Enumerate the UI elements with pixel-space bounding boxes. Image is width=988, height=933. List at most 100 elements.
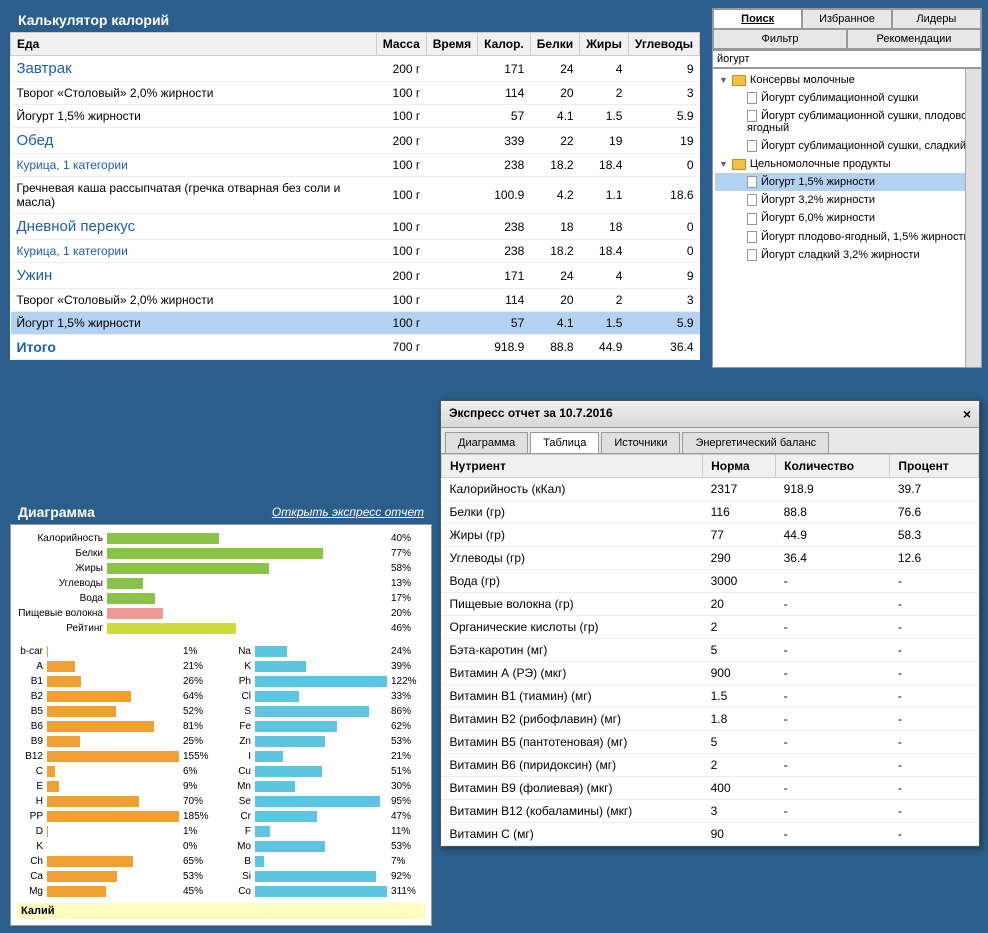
column-header[interactable]: Белки	[530, 33, 579, 56]
file-icon	[747, 140, 757, 152]
report-tab[interactable]: Таблица	[530, 432, 599, 453]
table-row[interactable]: Творог «Столовый» 2,0% жирности100 г1142…	[11, 289, 700, 312]
food-name: Ужин	[11, 263, 377, 289]
table-row[interactable]: Дневной перекус100 г23818180	[11, 214, 700, 240]
bar-label: Cl	[225, 691, 255, 702]
bar-percent: 47%	[387, 811, 425, 822]
bar-fill	[255, 736, 325, 747]
bar-percent: 1%	[179, 826, 217, 837]
report-tab[interactable]: Энергетический баланс	[682, 432, 829, 453]
bar-label: Рейтинг	[17, 623, 107, 634]
bar-row: F11%	[225, 824, 425, 839]
tree-item[interactable]: Йогурт 6,0% жирности	[715, 209, 979, 227]
bar-percent: 6%	[179, 766, 217, 777]
tree-item[interactable]: Йогурт сублимационной сушки, плодово-яго…	[715, 107, 979, 137]
bar-fill	[47, 826, 48, 837]
report-row: Витамин В2 (рибофлавин) (мг)1.8--	[442, 708, 979, 731]
close-icon[interactable]: ×	[963, 406, 971, 422]
bar-label: Se	[225, 796, 255, 807]
file-icon	[747, 249, 757, 261]
food-link[interactable]: Курица, 1 категории	[17, 244, 128, 258]
report-column[interactable]: Количество	[776, 455, 890, 478]
file-icon	[747, 92, 757, 104]
report-table: НутриентНормаКоличествоПроцент Калорийно…	[441, 454, 979, 846]
table-row[interactable]: Йогурт 1,5% жирности100 г574.11.55.9	[11, 312, 700, 335]
tree-item[interactable]: Йогурт сладкий 3,2% жирности	[715, 246, 979, 264]
bar-row: I21%	[225, 749, 425, 764]
table-row[interactable]: Ужин200 г1712449	[11, 263, 700, 289]
file-icon	[747, 231, 757, 243]
report-tabs: ДиаграммаТаблицаИсточникиЭнергетический …	[441, 428, 979, 454]
table-row[interactable]: Курица, 1 категории100 г23818.218.40	[11, 154, 700, 177]
table-row[interactable]: Итого700 г918.988.844.936.4	[11, 335, 700, 360]
report-row: Пищевые волокна (гр)20--	[442, 593, 979, 616]
search-input[interactable]	[712, 50, 982, 68]
tree-item[interactable]: Йогурт сублимационной сушки	[715, 89, 979, 107]
table-row[interactable]: Йогурт 1,5% жирности100 г574.11.55.9	[11, 105, 700, 128]
bar-percent: 25%	[179, 736, 217, 747]
bar-fill	[255, 826, 270, 837]
report-column[interactable]: Процент	[890, 455, 979, 478]
scrollbar[interactable]	[965, 69, 981, 367]
bar-label: Ph	[225, 676, 255, 687]
bar-row: H70%	[17, 794, 217, 809]
table-row[interactable]: Гречневая каша рассыпчатая (гречка отвар…	[11, 177, 700, 214]
expand-icon[interactable]: ▼	[719, 75, 728, 85]
bar-label: Mo	[225, 841, 255, 852]
table-row[interactable]: Завтрак200 г1712449	[11, 56, 700, 82]
tab-Фильтр[interactable]: Фильтр	[713, 29, 847, 49]
column-header[interactable]: Жиры	[580, 33, 629, 56]
bar-row: D1%	[17, 824, 217, 839]
bar-fill	[255, 781, 295, 792]
tab-Избранное[interactable]: Избранное	[802, 9, 891, 29]
bar-label: H	[17, 796, 47, 807]
bar-fill	[255, 811, 317, 822]
column-header[interactable]: Время	[426, 33, 477, 56]
bar-label: Na	[225, 646, 255, 657]
bar-percent: 9%	[179, 781, 217, 792]
tab-Рекомендации[interactable]: Рекомендации	[847, 29, 981, 49]
food-link[interactable]: Курица, 1 категории	[17, 158, 128, 172]
bar-percent: 53%	[387, 841, 425, 852]
bar-percent: 53%	[179, 871, 217, 882]
bar-percent: 45%	[179, 886, 217, 897]
tab-Поиск[interactable]: Поиск	[713, 9, 802, 29]
tree-item[interactable]: ▼Цельномолочные продукты	[715, 155, 979, 173]
column-header[interactable]: Еда	[11, 33, 377, 56]
table-row[interactable]: Обед200 г339221919	[11, 128, 700, 154]
tree-item[interactable]: Йогурт 3,2% жирности	[715, 191, 979, 209]
food-search-panel: ПоискИзбранноеЛидеры ФильтрРекомендации ▼…	[712, 8, 982, 368]
bar-fill	[47, 856, 133, 867]
bar-fill	[255, 766, 322, 777]
report-column[interactable]: Нутриент	[442, 455, 703, 478]
calorie-calculator-panel: Калькулятор калорий ЕдаМассаВремяКалор.Б…	[10, 8, 700, 360]
open-report-link[interactable]: Открыть экспресс отчет	[272, 505, 424, 519]
tree-item[interactable]: ▼Консервы молочные	[715, 71, 979, 89]
report-tab[interactable]: Диаграмма	[445, 432, 528, 453]
bar-fill	[47, 691, 131, 702]
column-header[interactable]: Калор.	[478, 33, 531, 56]
report-column[interactable]: Норма	[703, 455, 776, 478]
tab-Лидеры[interactable]: Лидеры	[892, 9, 981, 29]
column-header[interactable]: Углеводы	[628, 33, 699, 56]
bar-row: Калорийность40%	[17, 531, 425, 546]
column-header[interactable]: Масса	[376, 33, 426, 56]
bar-label: S	[225, 706, 255, 717]
bar-percent: 81%	[179, 721, 217, 732]
bar-label: B12	[17, 751, 47, 762]
report-tab[interactable]: Источники	[601, 432, 680, 453]
tree-item[interactable]: Йогурт сублимационной сушки, сладкий	[715, 137, 979, 155]
bar-row: C6%	[17, 764, 217, 779]
table-row[interactable]: Курица, 1 категории100 г23818.218.40	[11, 240, 700, 263]
bar-row: Si92%	[225, 869, 425, 884]
bar-row: Mn30%	[225, 779, 425, 794]
expand-icon[interactable]: ▼	[719, 159, 728, 169]
tree-item[interactable]: Йогурт 1,5% жирности	[715, 173, 979, 191]
food-name: Йогурт 1,5% жирности	[11, 105, 377, 128]
table-row[interactable]: Творог «Столовый» 2,0% жирности100 г1142…	[11, 82, 700, 105]
bar-row: Mg45%	[17, 884, 217, 899]
tree-item[interactable]: Йогурт плодово-ягодный, 1,5% жирности	[715, 228, 979, 246]
bar-label: Белки	[17, 548, 107, 559]
bar-percent: 46%	[387, 623, 425, 634]
bar-label: Fe	[225, 721, 255, 732]
